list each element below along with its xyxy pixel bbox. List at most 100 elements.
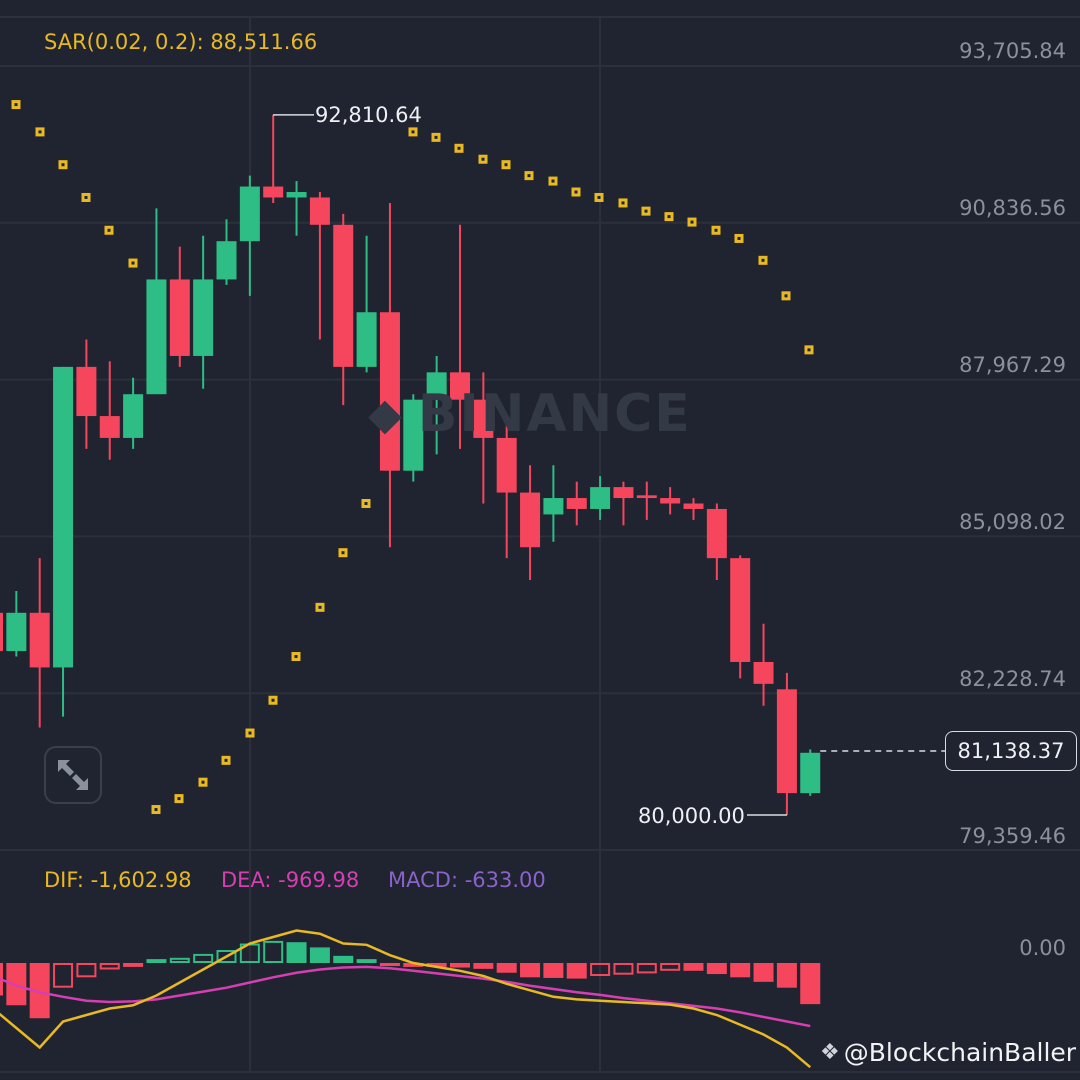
macd-bar — [356, 959, 377, 963]
binance-logo-icon: ◆ — [368, 388, 404, 440]
price-axis-label: 93,705.84 — [959, 39, 1066, 63]
sar-dot-center — [411, 130, 415, 134]
sar-dot-center — [177, 797, 181, 801]
macd-bar — [800, 963, 821, 1005]
candle-body — [286, 192, 307, 198]
candle-body — [543, 498, 564, 515]
candle-body — [309, 197, 330, 225]
sar-dot-center — [131, 261, 135, 265]
macd-bar — [169, 957, 190, 963]
sar-dot-center — [644, 209, 648, 213]
macd-bar — [403, 963, 424, 967]
candle-body — [99, 416, 120, 438]
macd-bar — [706, 963, 727, 975]
candle-body — [426, 372, 447, 400]
author-watermark: ❖ @BlockchainBaller — [820, 1038, 1076, 1067]
candle-body — [29, 612, 50, 668]
sar-dot-center — [667, 215, 671, 219]
candle-body — [800, 752, 821, 794]
sar-dot-center — [761, 258, 765, 262]
current-price-tag[interactable]: 81,138.37 — [945, 731, 1077, 771]
sar-dot-center — [318, 605, 322, 609]
candle-body — [496, 437, 517, 493]
sar-dot-center — [527, 174, 531, 178]
high-price-annotation: 92,810.64 — [315, 103, 422, 127]
candle-body — [239, 186, 260, 242]
macd-bar — [473, 963, 494, 969]
candle-body — [76, 366, 97, 417]
candle-body — [636, 495, 657, 499]
macd-bar — [683, 963, 704, 971]
sar-dot-center — [551, 179, 555, 183]
expand-chart-button[interactable] — [44, 746, 102, 804]
candle-body — [520, 492, 541, 548]
sar-dot-center — [690, 220, 694, 224]
macd-bar — [613, 963, 634, 975]
candle-body — [6, 612, 27, 652]
sar-dot-center — [107, 228, 111, 232]
macd-dea-label: DEA: -969.98 — [221, 868, 360, 892]
macd-bar — [566, 963, 587, 979]
price-axis-label: 90,836.56 — [959, 196, 1066, 220]
macd-bar — [426, 963, 447, 967]
sar-dot-center — [154, 808, 158, 812]
candle-body — [566, 498, 587, 509]
binance-watermark-text: BINANCE — [417, 384, 692, 444]
macd-bar — [146, 959, 167, 963]
candle-body — [730, 558, 751, 662]
macd-bar — [193, 953, 214, 964]
sar-dot-center — [621, 201, 625, 205]
macd-bar — [6, 963, 27, 1006]
candle-body — [0, 612, 3, 652]
candle-body — [356, 312, 377, 367]
price-axis-label: 79,359.46 — [959, 824, 1066, 848]
candle-body — [53, 366, 74, 668]
candle-body — [753, 661, 774, 684]
macd-bar — [660, 963, 681, 971]
candle-body — [169, 279, 190, 356]
low-price-annotation: 80,000.00 — [638, 804, 745, 828]
macd-bar — [286, 942, 307, 963]
sar-dot-center — [714, 228, 718, 232]
candle-body — [333, 224, 354, 367]
sar-dot-center — [294, 655, 298, 659]
macd-bar — [379, 963, 400, 966]
sar-dot-center — [271, 698, 275, 702]
sar-dot-center — [481, 157, 485, 161]
macd-bar — [496, 963, 517, 973]
dif-line — [0, 929, 812, 1069]
sar-dot-center — [224, 758, 228, 762]
candle-body — [146, 279, 167, 395]
macd-bar — [520, 963, 541, 978]
sar-indicator-label: SAR(0.02, 0.2): 88,511.66 — [44, 30, 318, 54]
candle-body — [403, 399, 424, 471]
macd-bar — [543, 963, 564, 978]
sar-dot-center — [807, 348, 811, 352]
sar-dot-center — [504, 163, 508, 167]
sar-dot-center — [737, 236, 741, 240]
macd-bar — [309, 947, 330, 963]
macd-zero-axis-label: 0.00 — [1019, 936, 1066, 960]
sar-dot-center — [784, 294, 788, 298]
macd-bar — [753, 963, 774, 982]
macd-bar — [76, 963, 97, 978]
macd-bar — [776, 963, 797, 988]
candle-body — [193, 279, 214, 356]
author-handle: @BlockchainBaller — [843, 1038, 1077, 1067]
macd-bar — [730, 963, 751, 978]
binance-diamond-icon: ❖ — [820, 1040, 840, 1065]
candle-body — [776, 689, 797, 794]
sar-dot-center — [341, 551, 345, 555]
sar-dot-center — [14, 103, 18, 107]
macd-value-label: MACD: -633.00 — [388, 868, 546, 892]
sar-dot-center — [201, 780, 205, 784]
macd-bar — [333, 955, 354, 963]
sar-dot-center — [597, 195, 601, 199]
macd-bar — [99, 963, 120, 970]
macd-bar — [263, 940, 284, 964]
candle-body — [590, 487, 611, 509]
candle-body — [706, 508, 727, 559]
candle-body — [613, 487, 634, 499]
macd-bar — [636, 963, 657, 974]
